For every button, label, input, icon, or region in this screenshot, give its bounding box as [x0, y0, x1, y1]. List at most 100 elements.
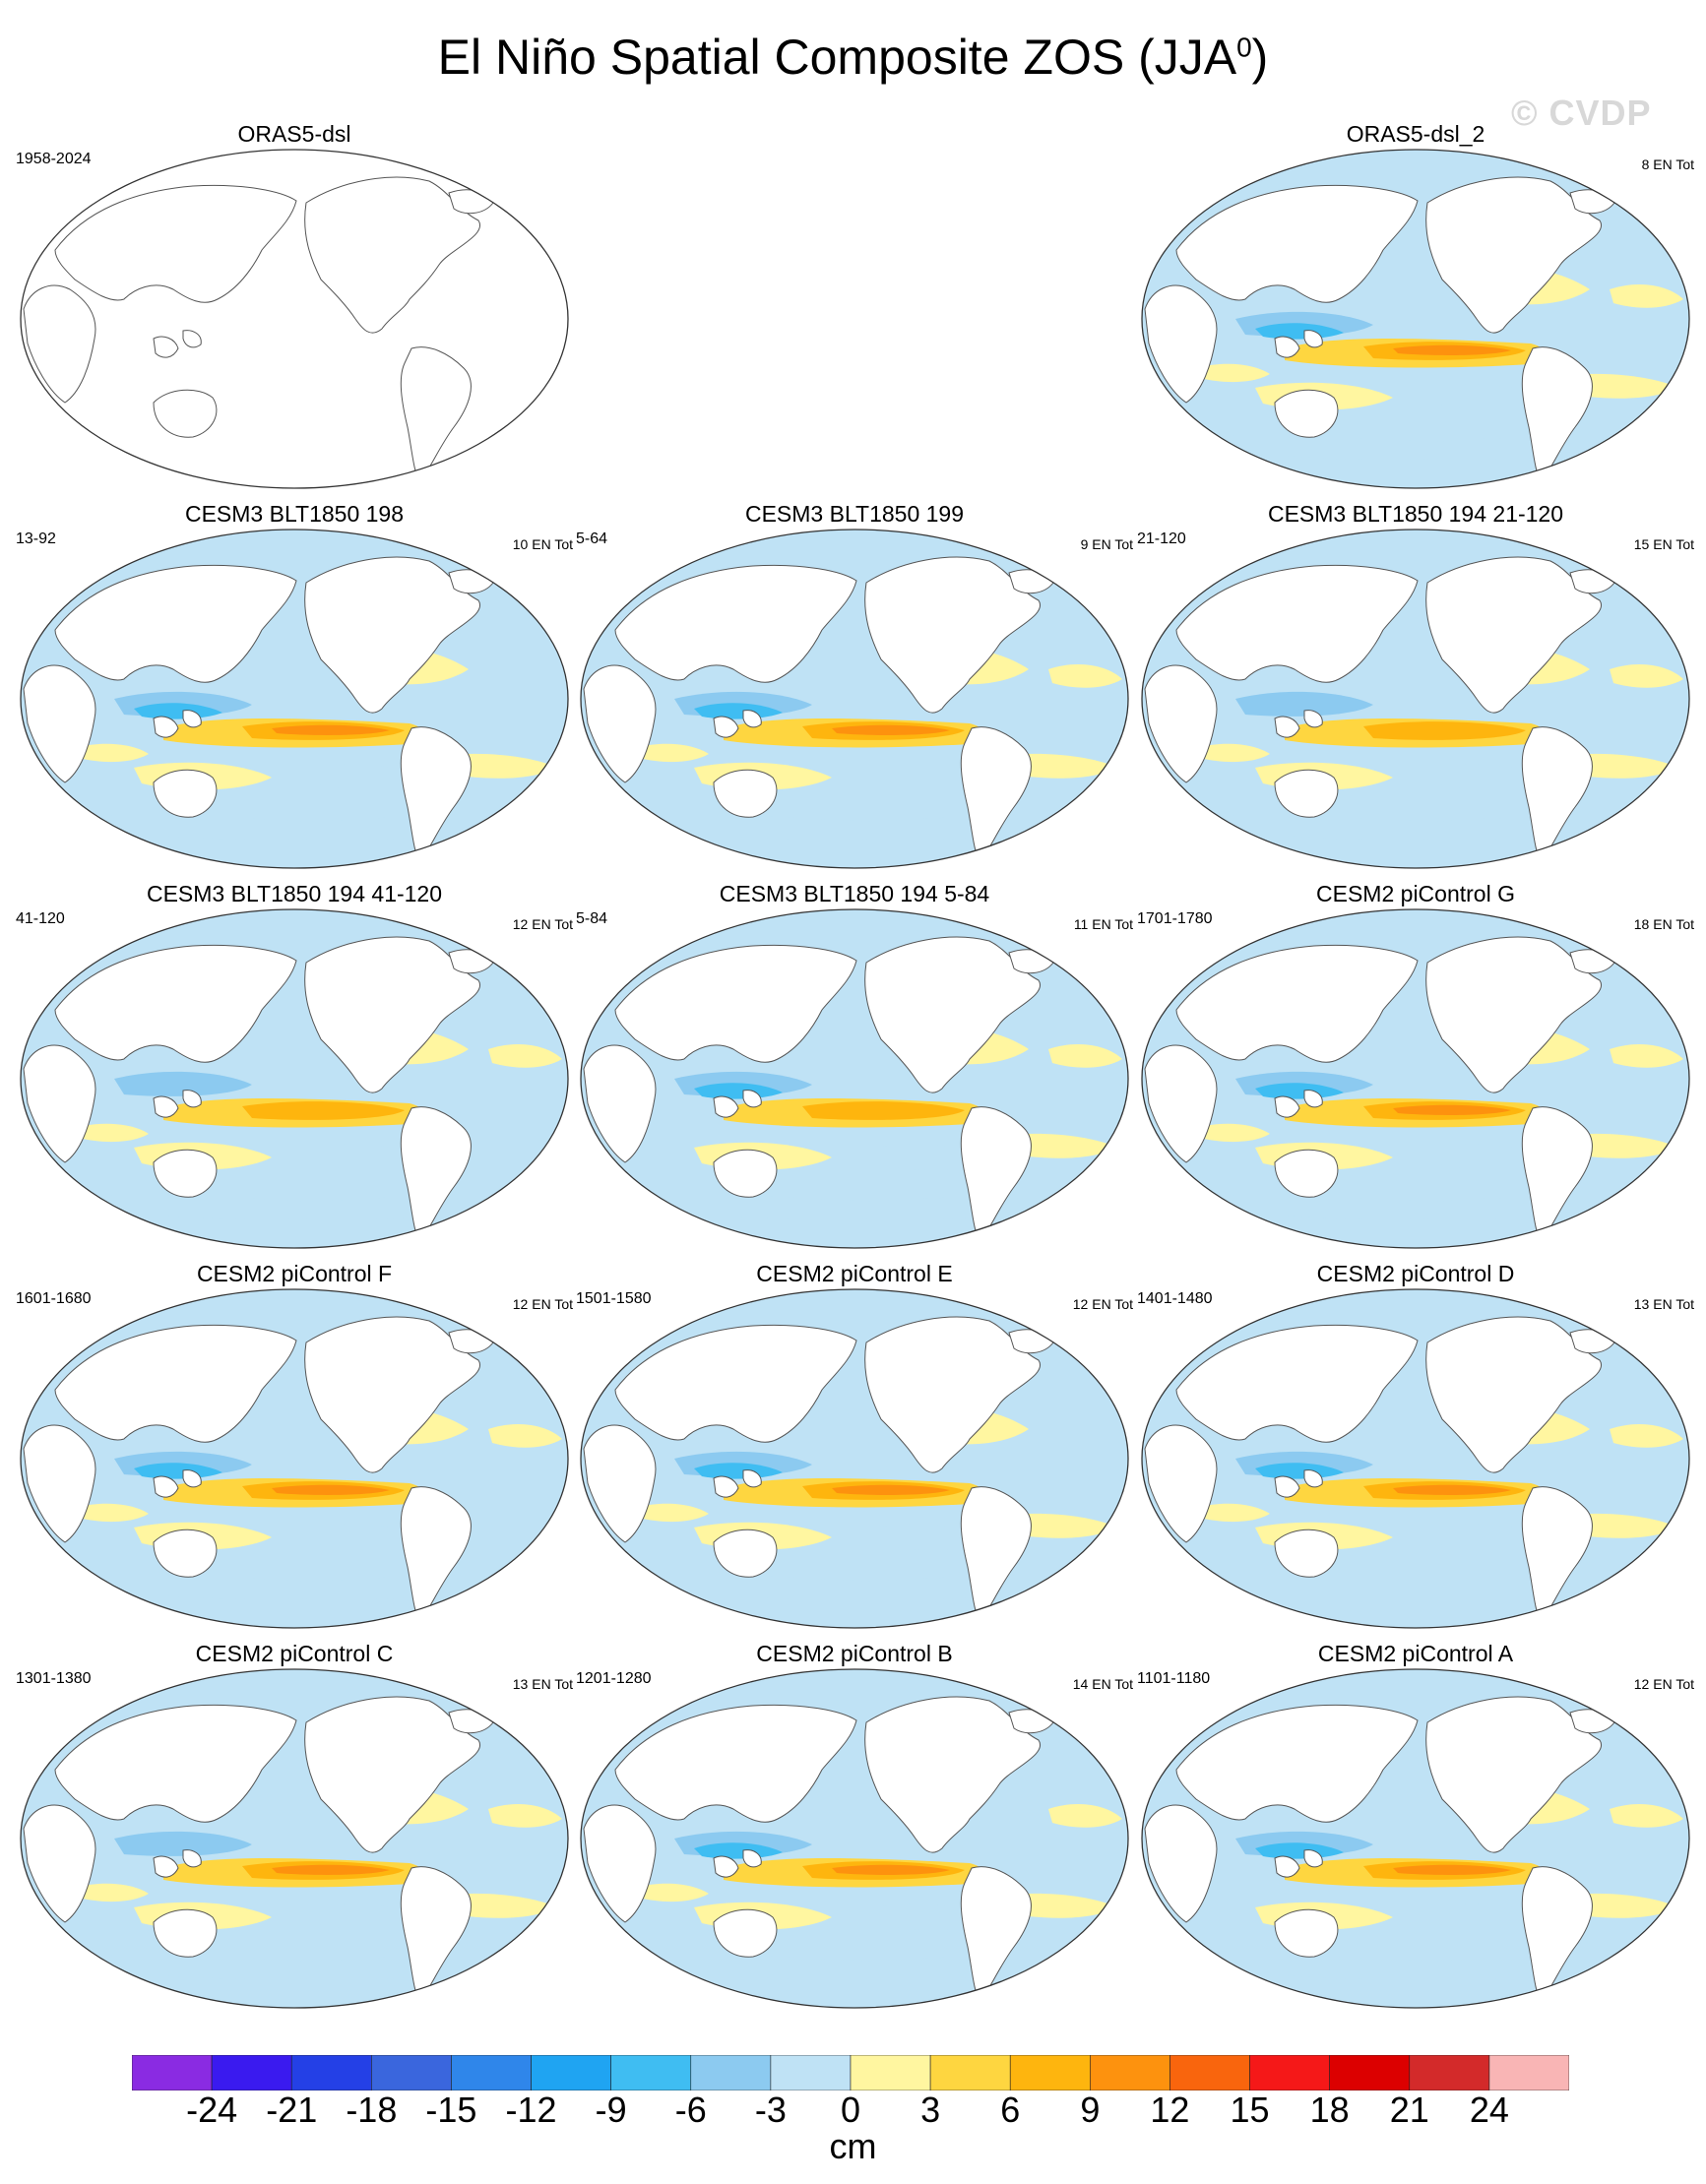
- world-map: [580, 529, 1129, 869]
- panel-title: CESM3 BLT1850 194 5-84: [719, 881, 990, 906]
- anomaly-contour: [1196, 1503, 1270, 1523]
- anomaly-contour: [635, 743, 709, 763]
- world-map: [20, 149, 569, 489]
- panel-title: CESM2 piControl E: [756, 1261, 953, 1286]
- land-mass: [583, 1044, 657, 1163]
- anomaly-contour: [1196, 1123, 1270, 1143]
- colorbar-tick-label: -24: [186, 2090, 238, 2130]
- land-mass: [1274, 1908, 1339, 1958]
- colorbar-swatch: [211, 2055, 292, 2090]
- land-mass: [1274, 336, 1300, 358]
- colorbar-swatch: [1409, 2055, 1490, 2090]
- land-mass: [614, 1324, 857, 1443]
- land-mass: [614, 564, 857, 683]
- world-map: [580, 1288, 1129, 1629]
- land-mass: [153, 1095, 179, 1118]
- land-mass: [1303, 710, 1323, 728]
- land-mass: [1274, 1095, 1300, 1118]
- world-map: [20, 1288, 569, 1629]
- land-mass: [713, 1475, 739, 1498]
- anomaly-contour: [1393, 344, 1511, 355]
- title-suffix: ): [1251, 30, 1269, 85]
- land-mass: [1303, 330, 1323, 348]
- anomaly-contour: [488, 1804, 562, 1828]
- land-mass: [304, 1316, 481, 1473]
- colorbar-swatch: [132, 2055, 213, 2090]
- panel-title: ORAS5-dsl_2: [1346, 121, 1485, 147]
- land-mass: [400, 1486, 472, 1622]
- colorbar-swatch: [1249, 2055, 1330, 2090]
- colorbar-swatch: [371, 2055, 452, 2090]
- colorbar-tick-label: 9: [1080, 2090, 1101, 2130]
- panel-event-count-label: 18 EN Tot: [1633, 916, 1694, 932]
- anomaly-contour: [694, 1083, 783, 1099]
- anomaly-contour: [1235, 691, 1373, 717]
- map-panel: CESM2 piControl C 1301-1380 13 EN Tot: [16, 1640, 573, 2019]
- colorbar-swatch: [770, 2055, 852, 2090]
- land-mass: [713, 769, 778, 818]
- panel-event-count-label: 12 EN Tot: [1633, 1676, 1694, 1692]
- panel-title: CESM2 piControl B: [756, 1641, 953, 1666]
- panel-period-label: 21-120: [1137, 530, 1186, 547]
- land-mass: [54, 184, 297, 303]
- panel-event-count-label: 11 EN Tot: [1073, 916, 1133, 932]
- land-mass: [1521, 1866, 1593, 2002]
- land-mass: [1303, 1469, 1323, 1488]
- anomaly-contour: [134, 703, 222, 719]
- land-mass: [182, 1469, 202, 1488]
- colorbar-tick-label: -3: [754, 2090, 787, 2130]
- anomaly-contour: [242, 1101, 405, 1120]
- land-mass: [23, 1804, 96, 1923]
- land-mass: [1175, 1704, 1419, 1823]
- anomaly-contour: [635, 1883, 709, 1903]
- colorbar-swatch: [690, 2055, 772, 2090]
- land-mass: [153, 716, 179, 738]
- anomaly-contour: [272, 1484, 390, 1495]
- panel-event-count-label: 13 EN Tot: [1633, 1296, 1694, 1312]
- map-panel: ORAS5-dsl_2 8 EN Tot: [1137, 120, 1694, 499]
- land-mass: [1144, 284, 1218, 404]
- land-mass: [1144, 1804, 1218, 1923]
- land-mass: [1175, 184, 1419, 303]
- anomaly-contour: [488, 1424, 562, 1448]
- panel-period-label: 1201-1280: [576, 1670, 652, 1687]
- land-mass: [864, 1316, 1042, 1473]
- panel-title: CESM3 BLT1850 194 41-120: [146, 881, 443, 906]
- land-mass: [1175, 1324, 1419, 1443]
- land-mass: [304, 936, 481, 1093]
- anomaly-contour: [1255, 323, 1344, 340]
- land-mass: [153, 1529, 218, 1578]
- map-outline: [580, 1288, 1129, 1629]
- land-mass: [304, 1696, 481, 1853]
- world-map: [20, 1668, 569, 2009]
- anomaly-contour: [694, 1842, 783, 1859]
- anomaly-contour: [272, 1864, 390, 1875]
- anomaly-contour: [832, 724, 950, 735]
- anomaly-contour: [832, 1864, 950, 1875]
- anomaly-contour: [114, 1071, 252, 1096]
- land-mass: [1303, 1090, 1323, 1108]
- anomaly-contour: [1255, 1842, 1344, 1859]
- land-mass: [182, 1090, 202, 1108]
- panel-event-count-label: 12 EN Tot: [1072, 1296, 1133, 1312]
- land-mass: [713, 1855, 739, 1878]
- colorbar-tick-label: 0: [840, 2090, 861, 2130]
- land-mass: [960, 1106, 1032, 1242]
- land-mass: [960, 1486, 1032, 1622]
- anomaly-contour: [1048, 1804, 1122, 1828]
- colorbar-swatch: [290, 2055, 372, 2090]
- map-outline: [20, 1288, 569, 1629]
- anomaly-contour: [75, 1883, 149, 1903]
- watermark: © CVDP: [1511, 93, 1652, 133]
- map-outline: [20, 1668, 569, 2009]
- map-panel: CESM2 piControl F 1601-1680 12 EN Tot: [16, 1260, 573, 1639]
- land-mass: [1144, 1424, 1218, 1543]
- panel-title: CESM3 BLT1850 199: [744, 501, 965, 527]
- colorbar-tick-label: 6: [1000, 2090, 1021, 2130]
- colorbar-tick-label: 3: [920, 2090, 941, 2130]
- colorbar-tick-label: 21: [1389, 2090, 1429, 2130]
- map-outline: [1141, 529, 1690, 869]
- colorbar-tick-label: -12: [505, 2090, 557, 2130]
- panel-title: CESM3 BLT1850 198: [184, 501, 405, 527]
- panel-title: CESM2 piControl D: [1316, 1261, 1515, 1286]
